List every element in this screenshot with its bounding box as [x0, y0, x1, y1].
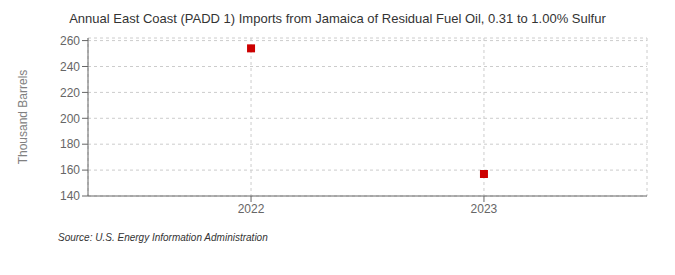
svg-text:140: 140: [60, 189, 80, 203]
svg-text:220: 220: [60, 86, 80, 100]
svg-text:200: 200: [60, 112, 80, 126]
svg-text:Thousand Barrels: Thousand Barrels: [16, 70, 30, 165]
svg-text:180: 180: [60, 137, 80, 151]
svg-text:240: 240: [60, 60, 80, 74]
svg-text:2023: 2023: [471, 202, 498, 216]
html-text:Source: U.S. Energy Informatio: Source: U.S. Energy Information Administ…: [58, 232, 268, 243]
svg-text:2022: 2022: [238, 202, 265, 216]
html-text:Annual East Coast (PADD 1) Imp: Annual East Coast (PADD 1) Imports from …: [69, 11, 606, 26]
svg-text:260: 260: [60, 34, 80, 48]
svg-text:160: 160: [60, 163, 80, 177]
